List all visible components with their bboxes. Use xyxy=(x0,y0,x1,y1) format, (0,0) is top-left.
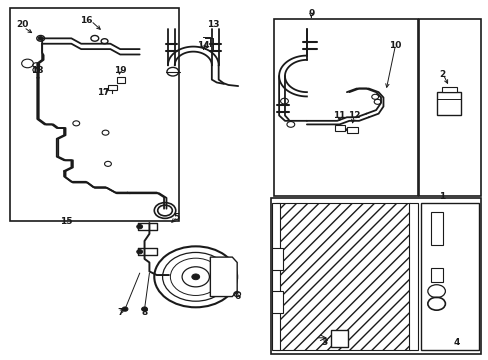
Polygon shape xyxy=(210,257,237,297)
Text: 2: 2 xyxy=(438,70,444,79)
Text: 6: 6 xyxy=(234,292,240,301)
Circle shape xyxy=(137,249,142,254)
Text: 15: 15 xyxy=(60,217,73,226)
Text: 10: 10 xyxy=(388,41,401,50)
Bar xyxy=(418,19,480,196)
Text: 20: 20 xyxy=(17,19,29,28)
Bar xyxy=(271,198,480,354)
Text: 14: 14 xyxy=(196,41,209,50)
Text: 16: 16 xyxy=(80,16,92,25)
Bar xyxy=(108,85,117,90)
Bar xyxy=(273,19,417,196)
Bar xyxy=(430,212,442,244)
Text: 11: 11 xyxy=(333,111,345,120)
Text: 12: 12 xyxy=(347,111,360,120)
Bar xyxy=(334,125,345,131)
Text: 3: 3 xyxy=(321,338,327,347)
Text: 5: 5 xyxy=(173,213,179,222)
Bar xyxy=(10,8,178,221)
Text: 7: 7 xyxy=(117,308,123,317)
Text: 9: 9 xyxy=(307,9,314,18)
Bar xyxy=(420,203,478,350)
Bar xyxy=(272,291,283,313)
Text: 1: 1 xyxy=(438,192,444,201)
Text: 19: 19 xyxy=(114,66,126,75)
Bar xyxy=(436,92,461,116)
Text: 8: 8 xyxy=(141,308,147,317)
Text: 4: 4 xyxy=(452,338,459,347)
Bar xyxy=(272,248,283,270)
Bar xyxy=(408,203,417,350)
Bar xyxy=(346,127,357,133)
Bar xyxy=(276,203,409,350)
Bar xyxy=(117,77,124,83)
Bar xyxy=(272,203,279,350)
Circle shape xyxy=(137,225,142,229)
Bar xyxy=(430,268,442,282)
Text: 17: 17 xyxy=(97,87,109,96)
Circle shape xyxy=(38,37,43,40)
Text: 18: 18 xyxy=(31,66,43,75)
Circle shape xyxy=(191,274,199,280)
Circle shape xyxy=(142,307,147,311)
Circle shape xyxy=(122,307,128,311)
Bar xyxy=(330,330,347,347)
Text: 13: 13 xyxy=(206,19,219,28)
Bar xyxy=(441,87,456,92)
